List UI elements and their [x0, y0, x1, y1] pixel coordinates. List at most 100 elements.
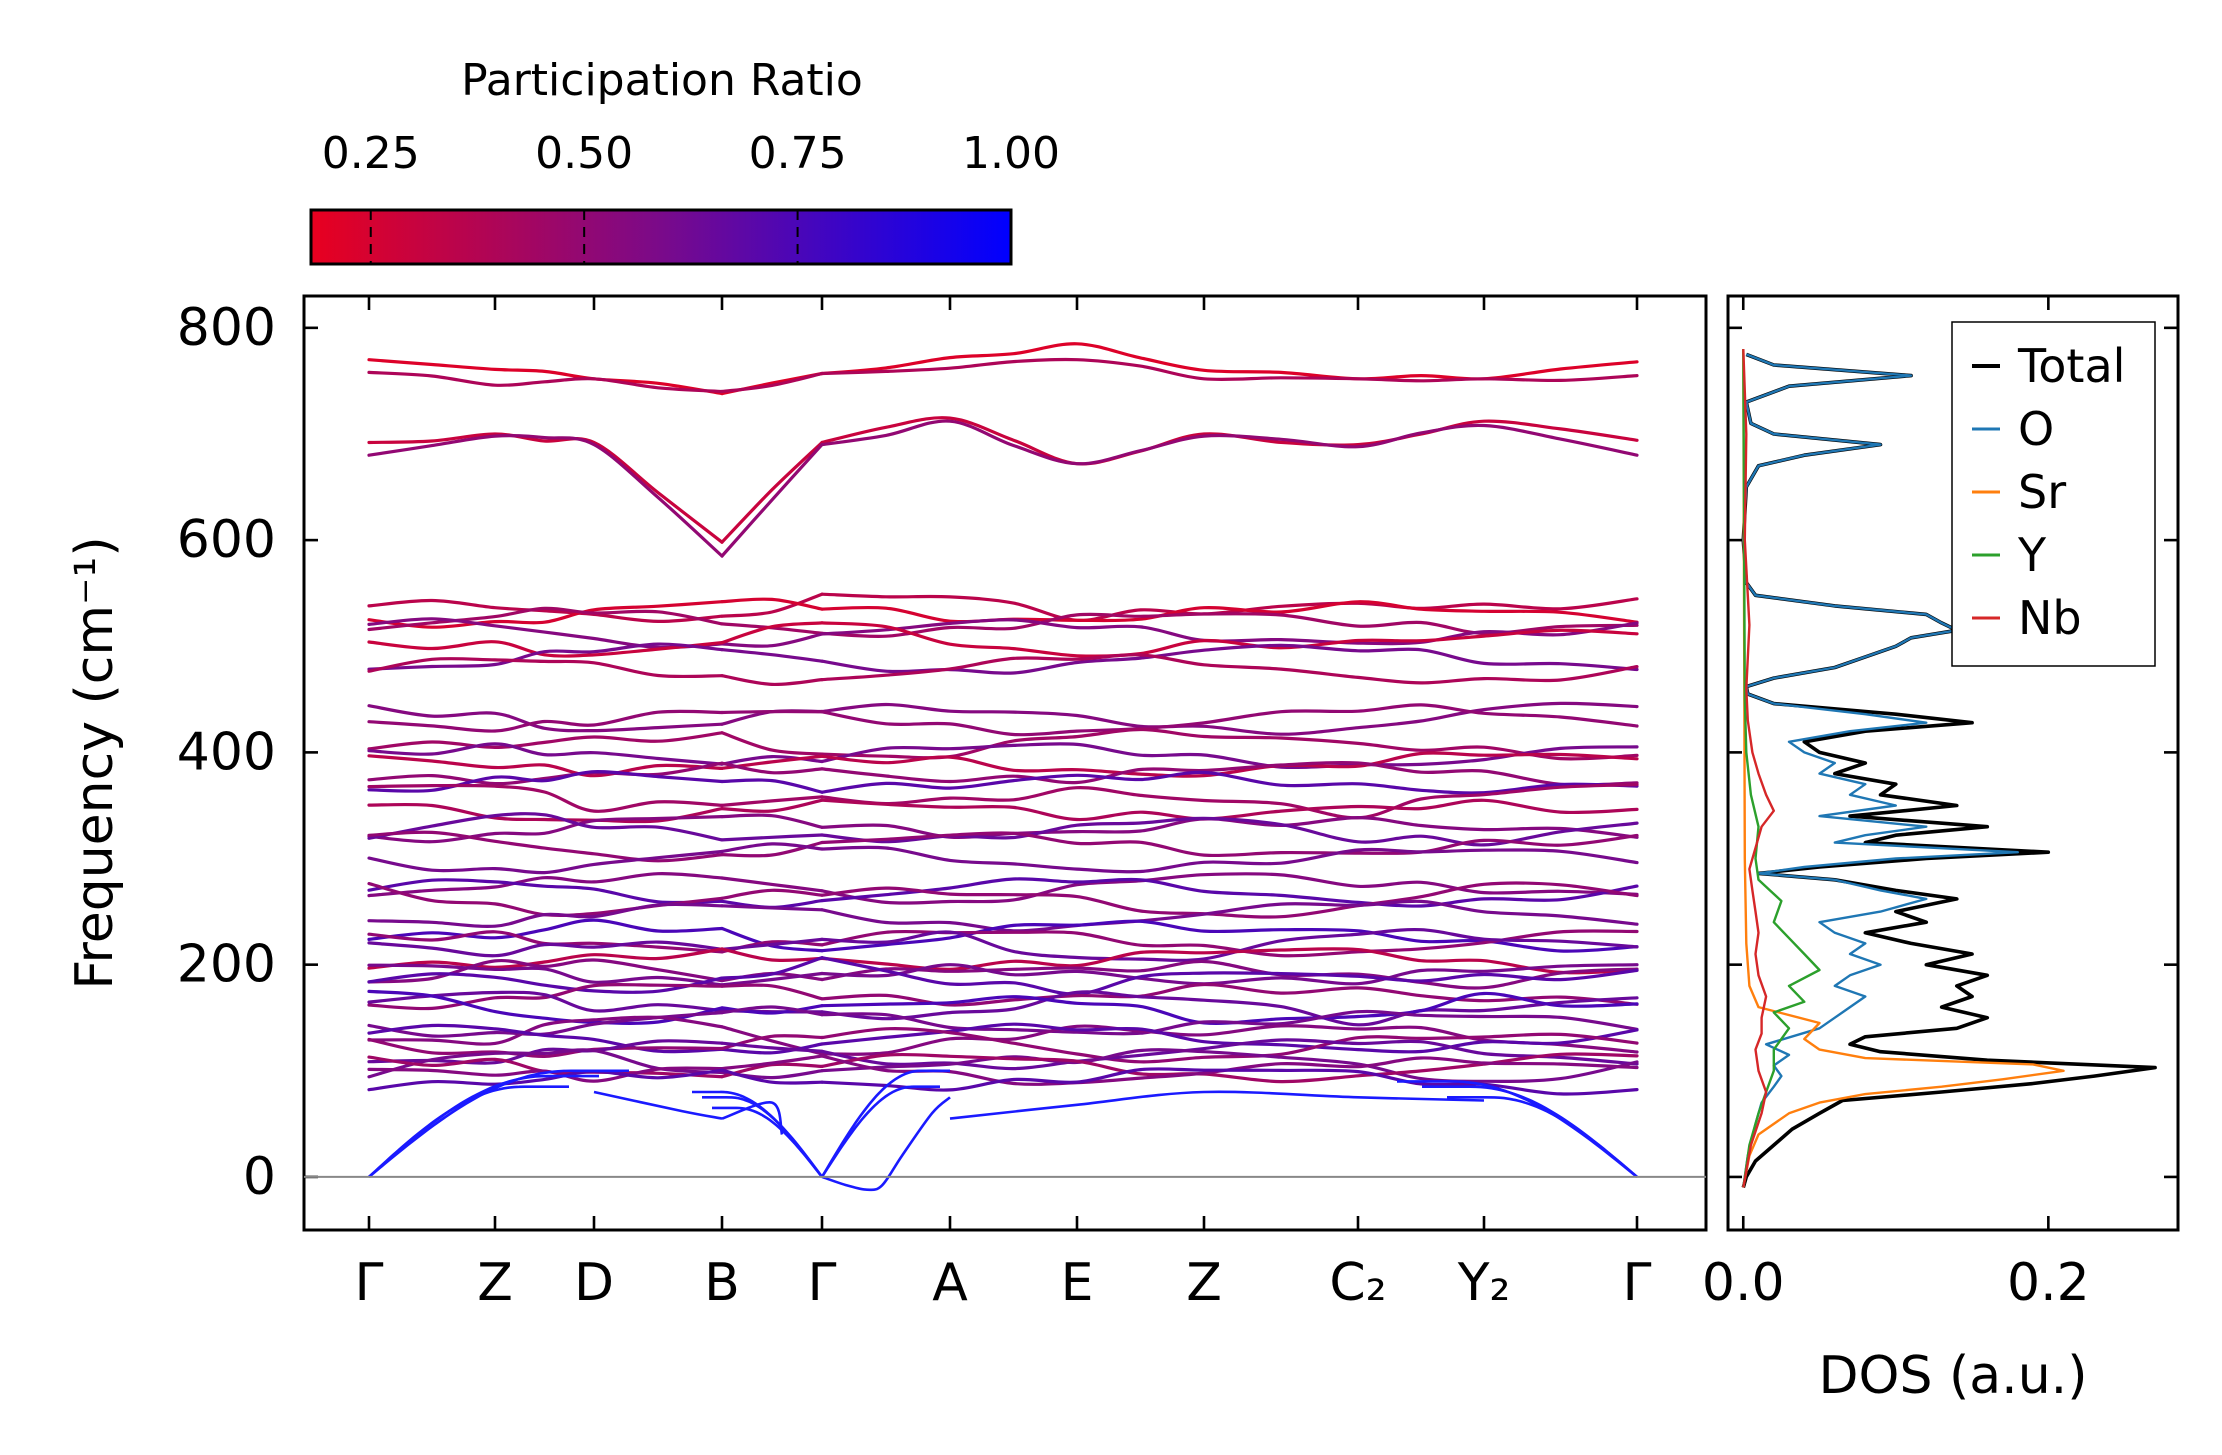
band-line [820, 959, 1639, 990]
band-line [820, 600, 1639, 624]
band-line [720, 1042, 824, 1055]
band-line [820, 877, 1639, 908]
band-line [720, 888, 824, 900]
band-line [367, 358, 724, 396]
band-line [367, 617, 724, 650]
y-tick-label: 200 [177, 935, 276, 995]
band-line [720, 440, 824, 544]
band-line [367, 972, 724, 994]
band-line [367, 742, 724, 766]
y-axis-label: Frequency (cm⁻¹) [65, 536, 125, 989]
band-line [720, 833, 824, 842]
colorbar-label: Participation Ratio [461, 55, 863, 106]
band-line [720, 754, 824, 766]
band-line [720, 1054, 824, 1071]
acoustic-band [712, 1106, 824, 1178]
band-line [367, 882, 724, 918]
band-line [820, 1024, 1639, 1056]
band-line [820, 956, 1639, 996]
band-line [720, 592, 824, 618]
acoustic-band [721, 1101, 784, 1135]
band-line [820, 1027, 1639, 1064]
dos-lines [1741, 349, 2157, 1188]
band-line [720, 443, 824, 558]
colorbar-tick-label: 0.25 [322, 128, 420, 179]
band-line [367, 640, 724, 658]
legend-label: Total [2017, 339, 2125, 393]
band-line [367, 598, 724, 624]
legend-label: Sr [2018, 465, 2066, 519]
band-line [720, 1005, 824, 1017]
band-line [367, 704, 724, 733]
band-line [367, 947, 724, 970]
dos-series-nb [1742, 349, 1775, 1188]
band-line [367, 1023, 724, 1054]
dos-x-tick-label: 0.0 [1702, 1253, 1785, 1313]
band-line [820, 703, 1639, 737]
band-line [367, 1037, 724, 1059]
k-point-label: Z [477, 1253, 513, 1313]
band-line [367, 989, 724, 1025]
band-lines [367, 342, 1639, 1192]
acoustic-band [949, 1090, 1485, 1120]
band-line [820, 927, 1639, 962]
k-point-label: Γ [355, 1253, 384, 1313]
k-point-label: Z [1186, 1253, 1222, 1313]
colorbar: Participation Ratio 0.25 0.50 0.75 1.00 [309, 55, 1060, 266]
acoustic-band [1397, 1080, 1638, 1178]
acoustic-band [820, 1085, 940, 1178]
band-line [367, 709, 724, 733]
band-line [820, 982, 1639, 1007]
band-line [367, 982, 724, 1011]
band-line [820, 653, 1639, 685]
dos-axes-ticks: 0.0 0.2 [1702, 296, 2178, 1313]
band-line [720, 937, 824, 951]
dos-x-tick-label: 0.2 [2007, 1253, 2090, 1313]
band-line [820, 416, 1639, 466]
band-line [720, 709, 824, 715]
dos-series-sr [1742, 349, 2065, 1188]
band-line [367, 849, 724, 875]
band-line [820, 701, 1639, 736]
band-line [720, 956, 824, 980]
band-line [367, 754, 724, 778]
band-line [820, 845, 1639, 874]
y-tick-label: 0 [243, 1147, 276, 1207]
band-line [820, 742, 1639, 770]
band-line [720, 840, 824, 858]
band-line [367, 433, 724, 558]
band-line [820, 770, 1639, 795]
band-line [367, 783, 724, 813]
band-line [367, 802, 724, 824]
band-line [820, 798, 1639, 822]
band-line [820, 990, 1639, 1027]
band-line [820, 783, 1639, 820]
acoustic-band [368, 1069, 629, 1178]
band-x-axis: Γ Z D B Γ A E Z C₂ Y₂ Γ [355, 296, 1652, 1313]
band-line [820, 919, 1639, 953]
band-line [720, 632, 824, 648]
band-line [820, 831, 1639, 858]
dos-x-axis-label: DOS (a.u.) [1819, 1346, 2088, 1406]
band-line [720, 904, 824, 912]
band-line [820, 899, 1639, 933]
band-line [720, 674, 824, 687]
k-point-label: A [932, 1253, 968, 1313]
colorbar-tick-label: 0.75 [749, 128, 847, 179]
band-line [820, 947, 1639, 975]
band-line [367, 432, 724, 544]
acoustic-band [368, 1074, 599, 1178]
band-line [367, 815, 724, 844]
k-point-label: Γ [1623, 1253, 1652, 1313]
legend-label: Y [2017, 528, 2047, 582]
band-line [820, 342, 1639, 381]
k-point-label: D [574, 1253, 614, 1313]
legend-box [1951, 321, 2156, 667]
band-line [820, 357, 1639, 383]
band-line [367, 761, 724, 786]
band-y-axis: 0 200 400 600 800 [177, 298, 1706, 1207]
band-line [720, 798, 824, 813]
band-line [820, 612, 1639, 638]
band-line [367, 872, 724, 898]
